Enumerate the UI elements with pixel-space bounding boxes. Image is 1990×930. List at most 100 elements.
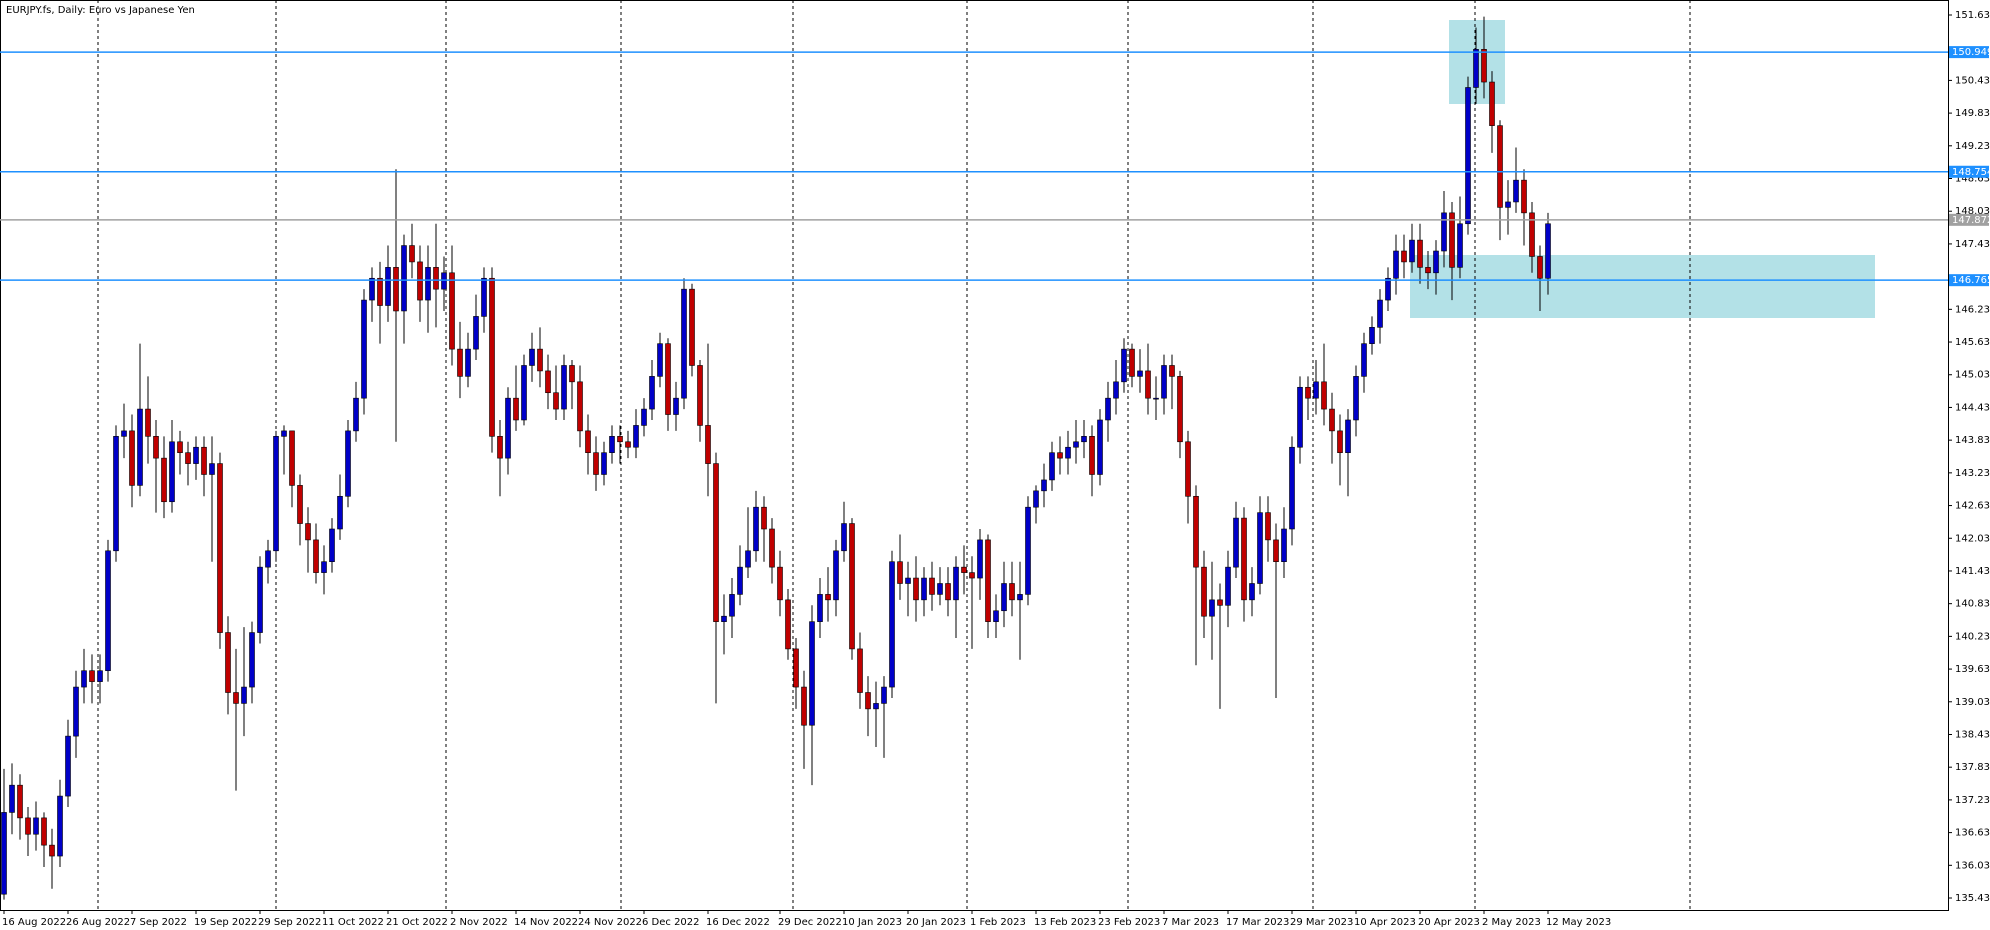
y-tick-label: 136.030: [1955, 860, 1990, 871]
candle-down: [49, 844, 55, 857]
candle-up: [1465, 87, 1471, 225]
candle-down: [761, 506, 767, 530]
x-tick-label: 16 Dec 2022: [706, 917, 770, 928]
candle-down: [985, 539, 991, 622]
candle-up: [937, 583, 943, 595]
candle-down: [593, 452, 599, 475]
y-tick-label: 144.430: [1955, 402, 1990, 413]
candle-down: [865, 692, 871, 710]
x-tick-label: 24 Nov 2022: [578, 917, 642, 928]
y-tick-label: 138.430: [1955, 729, 1990, 740]
x-tick-label: 10 Apr 2023: [1354, 917, 1416, 928]
candle-up: [209, 463, 215, 475]
candle-up: [1105, 397, 1111, 421]
candle-up: [193, 446, 199, 464]
candle-up: [681, 288, 687, 399]
candle-up: [465, 348, 471, 377]
candle-down: [489, 277, 495, 437]
x-tick-label: 19 Sep 2022: [194, 917, 257, 928]
candle-up: [1, 812, 7, 895]
y-tick-label: 146.230: [1955, 304, 1990, 315]
candle-up: [1041, 479, 1047, 492]
candle-up: [273, 436, 279, 552]
candle-down: [1529, 212, 1535, 257]
candle-down: [1417, 239, 1423, 268]
candle-down: [625, 441, 631, 448]
candle-down: [377, 277, 383, 306]
candle-down: [665, 343, 671, 415]
candle-up: [873, 703, 879, 710]
candle-down: [1305, 386, 1311, 399]
candle-down: [513, 397, 519, 421]
candle-up: [753, 506, 759, 552]
level-label: 147.872: [1952, 215, 1990, 226]
candle-down: [145, 408, 151, 437]
y-tick-label: 136.630: [1955, 828, 1990, 839]
y-tick-label: 139.030: [1955, 697, 1990, 708]
candle-up: [809, 621, 815, 726]
y-tick-label: 149.830: [1955, 108, 1990, 119]
candle-up: [73, 686, 79, 737]
candle-down: [1169, 365, 1175, 377]
candle-down: [409, 245, 415, 263]
x-tick-label: 1 Feb 2023: [970, 917, 1026, 928]
x-tick-label: 29 Sep 2022: [258, 917, 321, 928]
candle-down: [1521, 179, 1527, 214]
level-label: 148.754: [1952, 167, 1990, 178]
candle-down: [305, 523, 311, 541]
candle-up: [1257, 512, 1263, 584]
x-tick-label: 26 Aug 2022: [66, 917, 130, 928]
y-tick-label: 137.230: [1955, 795, 1990, 806]
x-tick-label: 23 Feb 2023: [1098, 917, 1160, 928]
candle-down: [969, 572, 975, 579]
candle-down: [1481, 49, 1487, 83]
candle-up: [1017, 594, 1023, 601]
candle-up: [1161, 365, 1167, 399]
candle-up: [1153, 397, 1159, 400]
candle-down: [161, 457, 167, 503]
candle-down: [177, 441, 183, 453]
candle-down: [553, 392, 559, 410]
x-tick-label: 13 Feb 2023: [1034, 917, 1096, 928]
candle-up: [81, 670, 87, 688]
candle-down: [1057, 452, 1063, 459]
x-tick-label: 6 Dec 2022: [642, 917, 700, 928]
candle-down: [705, 425, 711, 464]
candle-up: [921, 577, 927, 601]
candle-down: [129, 430, 135, 486]
candle-up: [257, 566, 263, 633]
candle-down: [1145, 370, 1151, 399]
candle-down: [225, 632, 231, 693]
candle-down: [585, 430, 591, 453]
candle-up: [1097, 419, 1103, 475]
candle-down: [1497, 125, 1503, 208]
candle-up: [505, 397, 511, 459]
candle-down: [913, 577, 919, 601]
level-label-box: [1949, 165, 1989, 178]
candle-down: [1273, 539, 1279, 562]
candle-down: [185, 452, 191, 464]
y-tick-label: 135.430: [1955, 893, 1990, 904]
candle-up: [105, 550, 111, 672]
candle-up: [369, 277, 375, 301]
candle-up: [1353, 376, 1359, 421]
candle-up: [1081, 436, 1087, 443]
y-tick-label: 142.630: [1955, 501, 1990, 512]
candle-up: [321, 561, 327, 573]
candle-up: [137, 408, 143, 486]
candle-up: [1065, 446, 1071, 459]
x-tick-label: 12 May 2023: [1546, 917, 1611, 928]
candle-up: [1225, 566, 1231, 606]
candle-up: [1361, 343, 1367, 377]
y-tick-label: 140.830: [1955, 599, 1990, 610]
y-tick-label: 140.230: [1955, 631, 1990, 642]
candle-up: [745, 550, 751, 568]
y-tick-label: 151.630: [1955, 10, 1990, 21]
candle-up: [249, 632, 255, 688]
candle-down: [41, 817, 47, 846]
level-label: 150.949: [1952, 47, 1990, 58]
highlight-zone: [1410, 255, 1875, 318]
candle-up: [1313, 381, 1319, 399]
x-tick-label: 2 Nov 2022: [450, 917, 508, 928]
